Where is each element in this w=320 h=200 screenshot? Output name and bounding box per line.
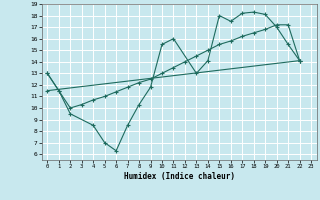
X-axis label: Humidex (Indice chaleur): Humidex (Indice chaleur) — [124, 172, 235, 181]
